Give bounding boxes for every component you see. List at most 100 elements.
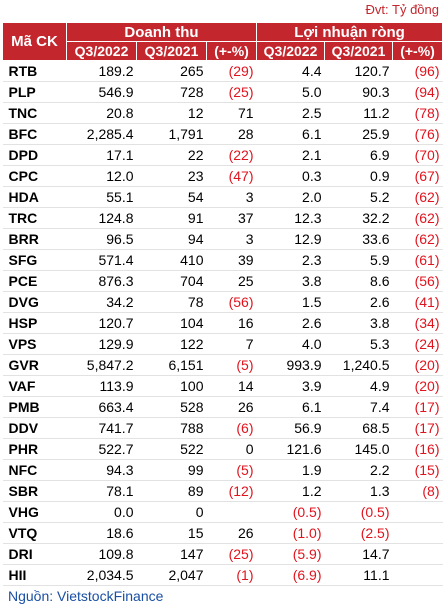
value-cell: 1.3 <box>324 480 393 502</box>
table-row: NFC 94.3 99 (5) 1.9 2.2 (15) <box>2 459 443 481</box>
value-cell: 22 <box>136 144 207 166</box>
value-cell: (17) <box>392 396 443 418</box>
ticker-cell: DRI <box>2 543 67 565</box>
value-cell: 12.0 <box>66 165 137 187</box>
value-cell: 571.4 <box>66 249 137 271</box>
value-cell: 1,791 <box>136 123 207 145</box>
ticker-cell: HII <box>2 564 67 586</box>
value-cell: (56) <box>392 270 443 292</box>
value-cell: 7.4 <box>324 396 393 418</box>
value-cell: 2,285.4 <box>66 123 137 145</box>
value-cell: (12) <box>206 480 257 502</box>
value-cell: (25) <box>206 81 257 103</box>
value-cell: 78.1 <box>66 480 137 502</box>
value-cell: 2.3 <box>256 249 325 271</box>
value-cell: 4.9 <box>324 375 393 397</box>
value-cell: (94) <box>392 81 443 103</box>
value-cell: 25 <box>206 270 257 292</box>
table-row: PCE 876.3 704 25 3.8 8.6 (56) <box>2 270 443 292</box>
value-cell: 1,240.5 <box>324 354 393 376</box>
value-cell: 28 <box>206 123 257 145</box>
value-cell: (70) <box>392 144 443 166</box>
value-cell: 3.9 <box>256 375 325 397</box>
value-cell: 704 <box>136 270 207 292</box>
table-row: VPS 129.9 122 7 4.0 5.3 (24) <box>2 333 443 355</box>
value-cell <box>392 543 443 565</box>
value-cell <box>392 564 443 586</box>
value-cell: 129.9 <box>66 333 137 355</box>
ticker-cell: BFC <box>2 123 67 145</box>
value-cell: 54 <box>136 186 207 208</box>
value-cell: 26 <box>206 396 257 418</box>
column-header: Q3/2022 <box>256 41 326 61</box>
value-cell: 99 <box>136 459 207 481</box>
value-cell: 2.1 <box>256 144 325 166</box>
value-cell: 0.0 <box>66 501 137 523</box>
value-cell: 1.5 <box>256 291 325 313</box>
table-row: DPD 17.1 22 (22) 2.1 6.9 (70) <box>2 144 443 166</box>
value-cell: 15 <box>136 522 207 544</box>
value-cell: (6.9) <box>256 564 325 586</box>
value-cell: 728 <box>136 81 207 103</box>
table-row: BRR 96.5 94 3 12.9 33.6 (62) <box>2 228 443 250</box>
value-cell: 71 <box>206 102 257 124</box>
value-cell: (15) <box>392 459 443 481</box>
value-cell: 3.8 <box>324 312 393 334</box>
table-row: HII 2,034.5 2,047 (1) (6.9) 11.1 <box>2 564 443 586</box>
value-cell: 265 <box>136 60 207 82</box>
ticker-cell: BRR <box>2 228 67 250</box>
value-cell: 91 <box>136 207 207 229</box>
table-row: HDA 55.1 54 3 2.0 5.2 (62) <box>2 186 443 208</box>
value-cell: (22) <box>206 144 257 166</box>
ticker-cell: VAF <box>2 375 67 397</box>
value-cell: 90.3 <box>324 81 393 103</box>
value-cell: 12.9 <box>256 228 325 250</box>
value-cell: 3 <box>206 186 257 208</box>
ticker-cell: RTB <box>2 60 67 82</box>
table-row: BFC 2,285.4 1,791 28 6.1 25.9 (76) <box>2 123 443 145</box>
table-row: DVG 34.2 78 (56) 1.5 2.6 (41) <box>2 291 443 313</box>
value-cell: 34.2 <box>66 291 137 313</box>
value-cell: 68.5 <box>324 417 393 439</box>
value-cell: 2,034.5 <box>66 564 137 586</box>
value-cell: 26 <box>206 522 257 544</box>
value-cell: 522 <box>136 438 207 460</box>
value-cell: (61) <box>392 249 443 271</box>
value-cell: 4.4 <box>256 60 325 82</box>
value-cell: 5,847.2 <box>66 354 137 376</box>
value-cell <box>206 501 257 523</box>
value-cell: 6.1 <box>256 396 325 418</box>
value-cell: (34) <box>392 312 443 334</box>
value-cell: 3 <box>206 228 257 250</box>
value-cell: 33.6 <box>324 228 393 250</box>
column-header: Q3/2021 <box>324 41 394 61</box>
value-cell: 109.8 <box>66 543 137 565</box>
table-row: PMB 663.4 528 26 6.1 7.4 (17) <box>2 396 443 418</box>
value-cell: 5.3 <box>324 333 393 355</box>
value-cell: 23 <box>136 165 207 187</box>
ticker-cell: VPS <box>2 333 67 355</box>
value-cell: (20) <box>392 354 443 376</box>
value-cell: (29) <box>206 60 257 82</box>
value-cell: (17) <box>392 417 443 439</box>
value-cell: 2.5 <box>256 102 325 124</box>
value-cell: (47) <box>206 165 257 187</box>
value-cell: 6,151 <box>136 354 207 376</box>
ticker-cell: HDA <box>2 186 67 208</box>
value-cell: 145.0 <box>324 438 393 460</box>
value-cell: 11.1 <box>324 564 393 586</box>
value-cell: 39 <box>206 249 257 271</box>
value-cell: (0.5) <box>256 501 325 523</box>
table-row: TNC 20.8 12 71 2.5 11.2 (78) <box>2 102 443 124</box>
value-cell: 78 <box>136 291 207 313</box>
value-cell: 189.2 <box>66 60 137 82</box>
value-cell: (56) <box>206 291 257 313</box>
value-cell: 663.4 <box>66 396 137 418</box>
value-cell: 113.9 <box>66 375 137 397</box>
value-cell: (62) <box>392 207 443 229</box>
value-cell: 120.7 <box>66 312 137 334</box>
value-cell: 12 <box>136 102 207 124</box>
value-cell: (67) <box>392 165 443 187</box>
value-cell: (78) <box>392 102 443 124</box>
value-cell: (16) <box>392 438 443 460</box>
